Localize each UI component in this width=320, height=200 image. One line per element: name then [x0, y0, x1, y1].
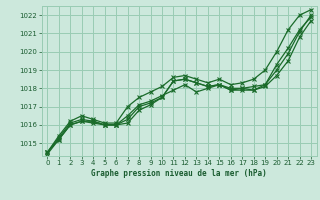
X-axis label: Graphe pression niveau de la mer (hPa): Graphe pression niveau de la mer (hPa) — [91, 169, 267, 178]
